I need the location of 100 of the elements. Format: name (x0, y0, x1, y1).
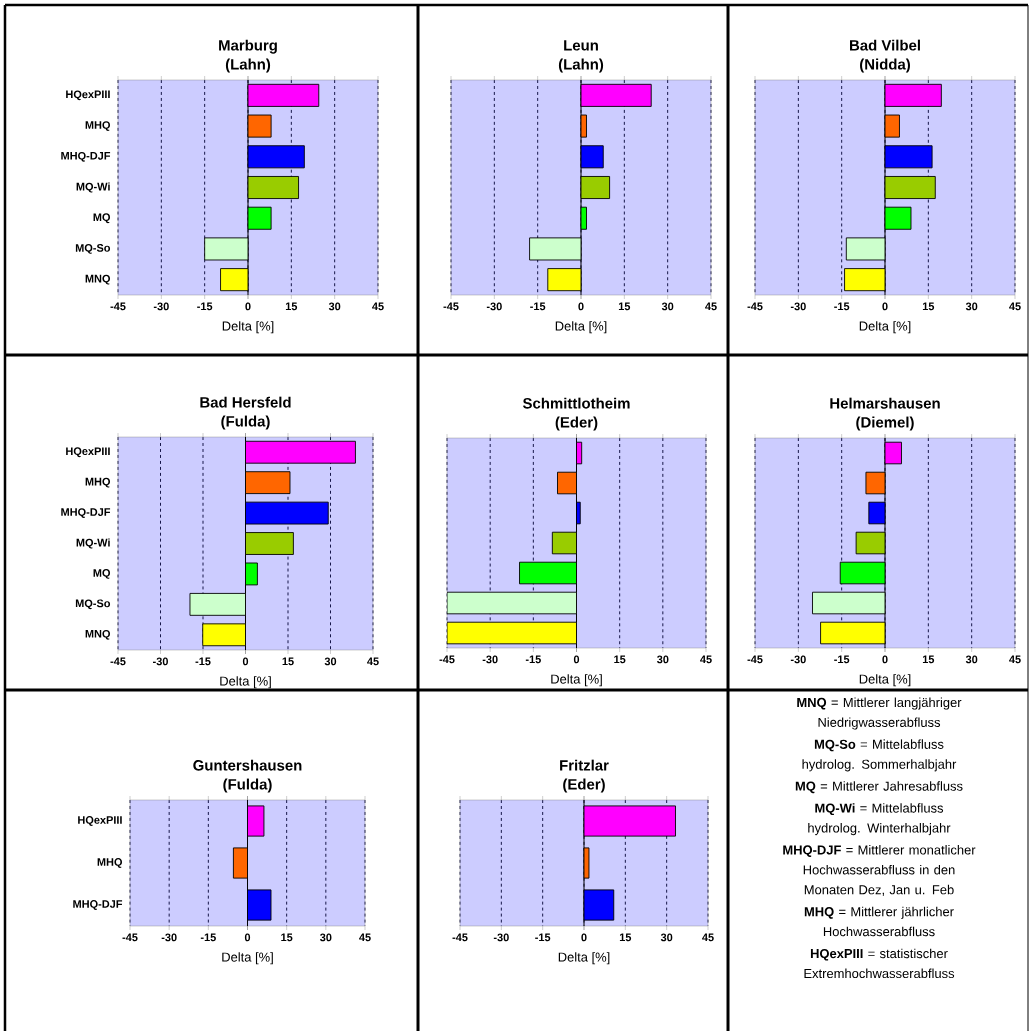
x-tick-label: 30 (656, 655, 669, 664)
x-tick-label: -15 (834, 302, 850, 311)
x-tick-label: 15 (281, 933, 293, 942)
x-tick-label: 30 (328, 302, 341, 311)
chart-subtitle: (Eder) (555, 416, 598, 431)
y-tick-label: HQexPIII (66, 447, 110, 458)
y-tick-label: MQ-So (75, 599, 111, 610)
y-tick-label: MHQ (85, 477, 111, 488)
x-tick-label: -45 (443, 302, 459, 311)
x-tick-label: 15 (285, 302, 298, 311)
y-tick-label: HQexPIII (66, 90, 110, 101)
x-tick-label: -30 (790, 655, 806, 664)
x-tick-label: -15 (195, 657, 211, 666)
x-axis-title: Delta [%] (551, 674, 602, 687)
chart-subtitle: (Eder) (563, 778, 605, 793)
chart-title: Bad Vilbel (850, 39, 920, 51)
x-tick-label: -45 (452, 933, 468, 942)
y-tick-label: MNQ (85, 629, 111, 640)
chart-subtitle: (Fulda) (221, 415, 270, 430)
y-tick-label: MHQ (97, 858, 123, 868)
x-tick-label: 0 (882, 302, 888, 311)
x-tick-label: -45 (747, 302, 763, 311)
chart-title: Bad Hersfeld (200, 396, 291, 408)
chart-subtitle: (Diemel) (856, 416, 914, 431)
chart-subtitle: (Nidda) (860, 58, 910, 73)
x-axis-title: Delta [%] (222, 952, 273, 965)
chart-title: Guntershausen (193, 759, 302, 771)
x-tick-label: -45 (122, 933, 138, 942)
text: MQ-Wi = Mittelabfluss hydrolog. Winterhalbjahr (808, 803, 951, 836)
x-tick-label: 45 (705, 302, 717, 311)
y-tick-label: MHQ-DJF (61, 151, 111, 162)
chart-title: Marburg (219, 39, 277, 54)
text: MQ-So = Mittelabfluss hydrolog. Sommerhalbjahr (802, 739, 957, 772)
x-axis-title: Delta [%] (222, 321, 274, 334)
chart-subtitle: (Lahn) (225, 58, 271, 73)
x-tick-label: -30 (486, 302, 502, 311)
x-tick-label: -45 (439, 655, 455, 664)
x-tick-label: 30 (660, 933, 673, 942)
x-tick-label: -30 (161, 933, 177, 942)
y-tick-label: MQ-Wi (76, 182, 110, 193)
y-tick-label: MHQ-DJF (73, 900, 123, 910)
x-tick-label: 30 (965, 655, 978, 664)
x-tick-label: -15 (834, 655, 850, 664)
chart-title: Schmittlotheim (522, 397, 630, 409)
x-tick-label: 15 (619, 933, 632, 942)
x-tick-label: -45 (110, 657, 126, 666)
text: HQexPIII = statistischer Extremhochwasserabfluss (804, 948, 955, 979)
x-tick-label: 45 (1009, 655, 1021, 664)
text: MNQ = Mittlerer langjähriger Niedrigwasserabfluss (797, 697, 962, 730)
x-tick-label: 45 (1009, 302, 1021, 311)
x-tick-label: 45 (372, 302, 384, 311)
chart-subtitle: (Lahn) (558, 58, 604, 73)
y-tick-label: MQ (93, 213, 111, 224)
x-tick-label: 45 (367, 657, 379, 666)
x-tick-label: 0 (581, 933, 587, 942)
x-tick-label: 15 (282, 657, 294, 666)
y-tick-label: MNQ (85, 274, 111, 285)
x-tick-label: 0 (573, 655, 580, 664)
x-tick-label: 45 (359, 933, 371, 942)
x-tick-label: -30 (493, 933, 509, 942)
x-tick-label: 45 (700, 655, 712, 664)
x-tick-label: 0 (242, 657, 249, 666)
x-axis-title: Delta [%] (555, 321, 607, 334)
x-axis-title: Delta [%] (220, 676, 271, 689)
x-axis-title: Delta [%] (558, 952, 610, 965)
x-tick-label: -45 (110, 302, 126, 311)
x-tick-label: 30 (319, 933, 332, 942)
y-tick-label: MHQ-DJF (61, 508, 111, 518)
x-tick-label: -15 (530, 302, 546, 311)
y-tick-label: MQ-Wi (76, 538, 110, 549)
y-tick-label: MQ (93, 569, 111, 579)
y-tick-label: HQexPIII (78, 816, 122, 826)
y-tick-label: MQ-So (75, 244, 111, 254)
x-tick-label: 30 (324, 657, 337, 666)
x-tick-label: 45 (702, 933, 714, 942)
x-tick-label: 0 (244, 933, 251, 942)
x-tick-label: -30 (153, 657, 168, 666)
x-tick-label: -30 (153, 302, 169, 311)
chart-subtitle: (Fulda) (223, 778, 272, 793)
chart-title: Leun (564, 40, 598, 51)
x-tick-label: -45 (747, 655, 763, 664)
x-axis-title: Delta [%] (859, 674, 911, 687)
x-tick-label: -15 (525, 655, 541, 664)
x-axis-title: Delta [%] (859, 321, 911, 334)
x-tick-label: 30 (661, 302, 674, 311)
x-tick-label: 0 (578, 302, 584, 311)
x-tick-label: 15 (922, 302, 935, 311)
chart-title: Helmarshausen (830, 397, 940, 409)
x-tick-label: -15 (200, 933, 216, 942)
x-tick-label: 15 (614, 655, 626, 664)
text: MHQ = Mittlerer jährlicher Hochwasserabfluss (804, 906, 954, 937)
x-tick-label: -30 (482, 655, 498, 664)
x-tick-label: -15 (197, 302, 213, 311)
text: MQ = Mittlerer Jahresabfluss (795, 781, 963, 794)
x-tick-label: -30 (790, 302, 806, 311)
x-tick-label: 30 (965, 302, 978, 311)
chart-title: Fritzlar (560, 759, 609, 771)
x-tick-label: 0 (882, 655, 888, 664)
x-tick-label: 0 (245, 302, 251, 311)
x-tick-label: 15 (922, 655, 935, 664)
